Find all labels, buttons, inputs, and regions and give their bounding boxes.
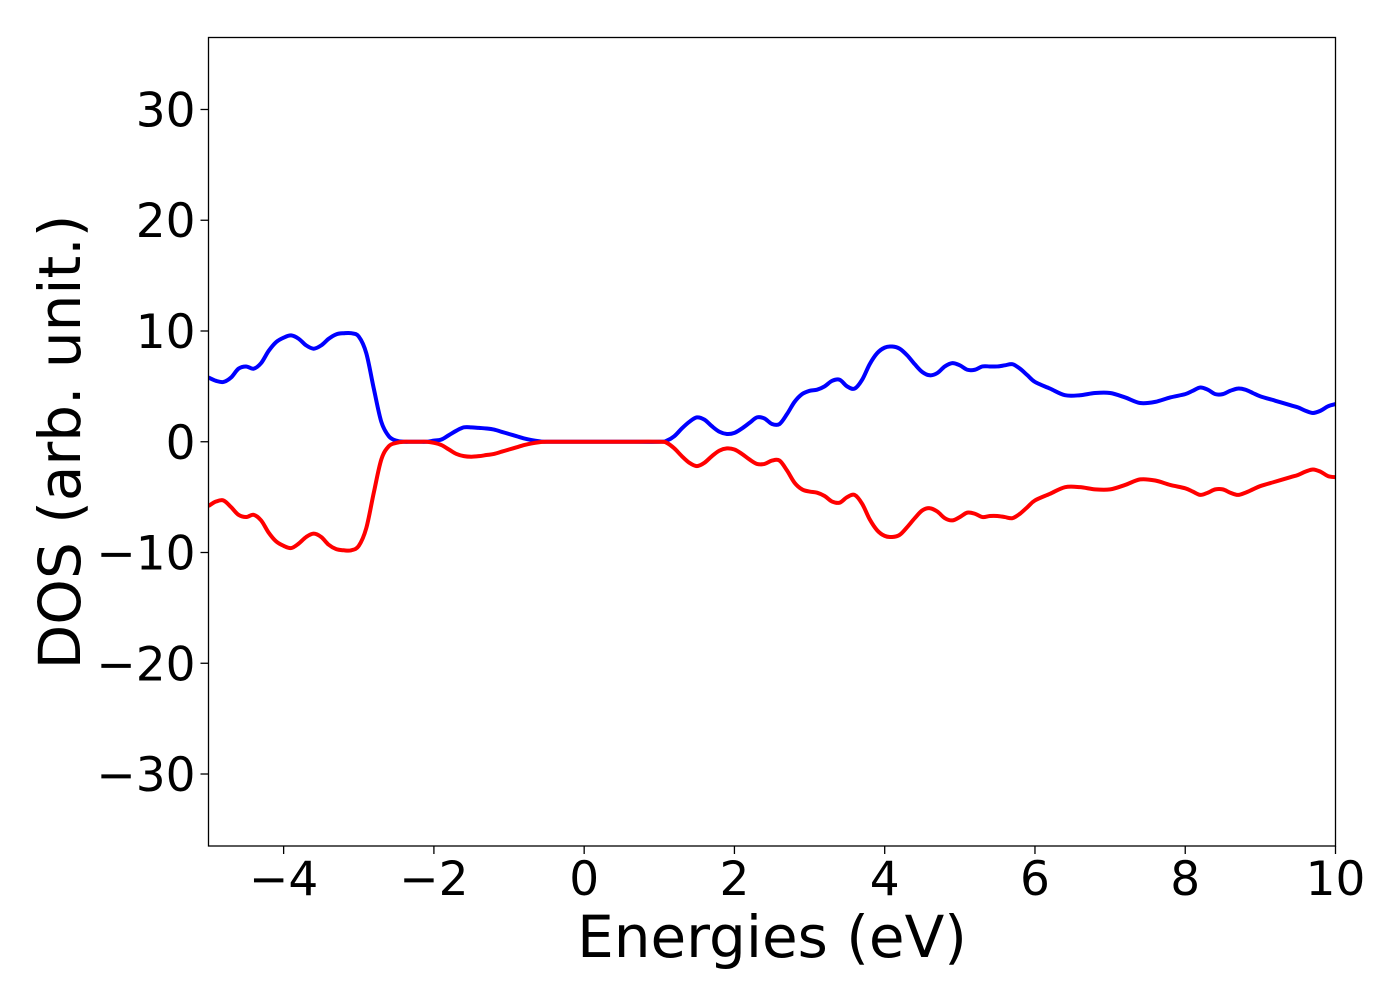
dos-line-blue bbox=[208, 330, 1336, 444]
x-tick-label: 0 bbox=[569, 852, 599, 907]
y-tick-label: 0 bbox=[166, 416, 196, 471]
x-tick-label: 6 bbox=[1020, 852, 1050, 907]
x-axis-ticks: −4 −2 0 2 4 6 8 10 bbox=[249, 846, 1365, 907]
plot-area bbox=[207, 36, 1337, 847]
x-tick-label: 4 bbox=[870, 852, 900, 907]
y-tick-label: −10 bbox=[96, 527, 195, 582]
x-tick-label: −4 bbox=[249, 852, 318, 907]
x-tick-label: 2 bbox=[719, 852, 749, 907]
x-tick-label: 8 bbox=[1170, 852, 1200, 907]
y-tick-label: 20 bbox=[136, 194, 196, 249]
y-tick-label: −20 bbox=[96, 637, 195, 692]
y-axis-ticks: 30 20 10 0 −10 −20 −30 bbox=[96, 83, 209, 803]
y-tick-label: 30 bbox=[136, 83, 196, 138]
axes-frame bbox=[207, 36, 1337, 847]
y-axis-label: DOS (arb. unit.) bbox=[26, 215, 94, 670]
series-layer bbox=[208, 330, 1336, 553]
x-axis-label: Energies (eV) bbox=[577, 903, 967, 971]
dos-line-red bbox=[208, 439, 1336, 553]
x-tick-label: −2 bbox=[399, 852, 468, 907]
y-tick-label: −30 bbox=[96, 748, 195, 803]
y-tick-label: 10 bbox=[136, 305, 196, 360]
x-tick-label: 10 bbox=[1306, 852, 1366, 907]
